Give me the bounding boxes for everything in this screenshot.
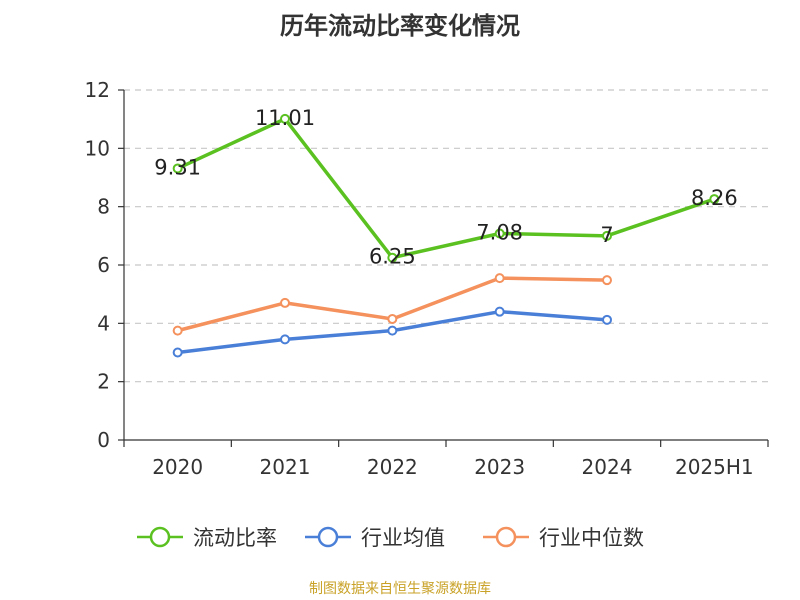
chart-title: 历年流动比率变化情况: [280, 12, 520, 40]
x-tick-label: 2024: [582, 455, 633, 479]
data-point: [709, 194, 720, 205]
legend-marker: [495, 526, 517, 548]
gridlines: [124, 89, 768, 383]
x-tick-label: 2021: [260, 455, 311, 479]
series-line: [176, 117, 715, 260]
x-tick-label: 2020: [152, 455, 203, 479]
data-point: [494, 228, 505, 239]
data-label: 8.26: [691, 186, 738, 210]
data-labels: 9.31 11.01 6.25 7.08 7 8.26: [154, 106, 737, 269]
data-label: 7.08: [476, 221, 523, 245]
y-tick-label: 2: [97, 370, 110, 394]
data-point: [602, 230, 612, 241]
data-point: [387, 252, 398, 263]
data-point: [172, 347, 183, 358]
legend-label: 行业均值: [361, 526, 445, 550]
data-point: [280, 297, 290, 308]
y-tick-label: 0: [97, 428, 110, 452]
data-point: [494, 273, 505, 284]
data-point: [602, 314, 612, 325]
data-label: 9.31: [154, 155, 201, 179]
legend-label: 行业中位数: [539, 526, 644, 550]
y-tick-label: 6: [97, 253, 110, 277]
data-point: [172, 163, 183, 174]
data-point: [494, 306, 505, 317]
y-tick-label: 12: [85, 78, 110, 102]
y-tick-label: 4: [97, 311, 110, 335]
data-label: 6.25: [369, 245, 416, 269]
series-lines: [172, 113, 720, 358]
data-point: [602, 275, 612, 286]
axes: 0 2 4 6 8 10 12 2020 2021 2022 2023 2024 2025H1: [85, 78, 769, 479]
y-tick-label: 10: [85, 136, 110, 160]
x-tick-label: 2022: [367, 455, 418, 479]
data-point: [387, 313, 398, 324]
legend-marker: [149, 526, 171, 548]
legend: 流动比率 行业均值 行业中位数: [137, 526, 644, 550]
data-label: 7: [600, 223, 613, 247]
data-point: [280, 334, 290, 345]
data-label: 11.01: [255, 106, 315, 130]
data-point: [280, 113, 290, 124]
source-note: 制图数据来自恒生聚源数据库: [309, 581, 491, 597]
data-point: [172, 325, 183, 336]
x-tick-label: 2025H1: [675, 455, 754, 479]
x-tick-label: 2023: [474, 455, 525, 479]
legend-marker: [317, 526, 339, 548]
y-tick-label: 8: [97, 195, 110, 219]
legend-label: 流动比率: [193, 526, 277, 550]
data-point: [387, 325, 398, 336]
